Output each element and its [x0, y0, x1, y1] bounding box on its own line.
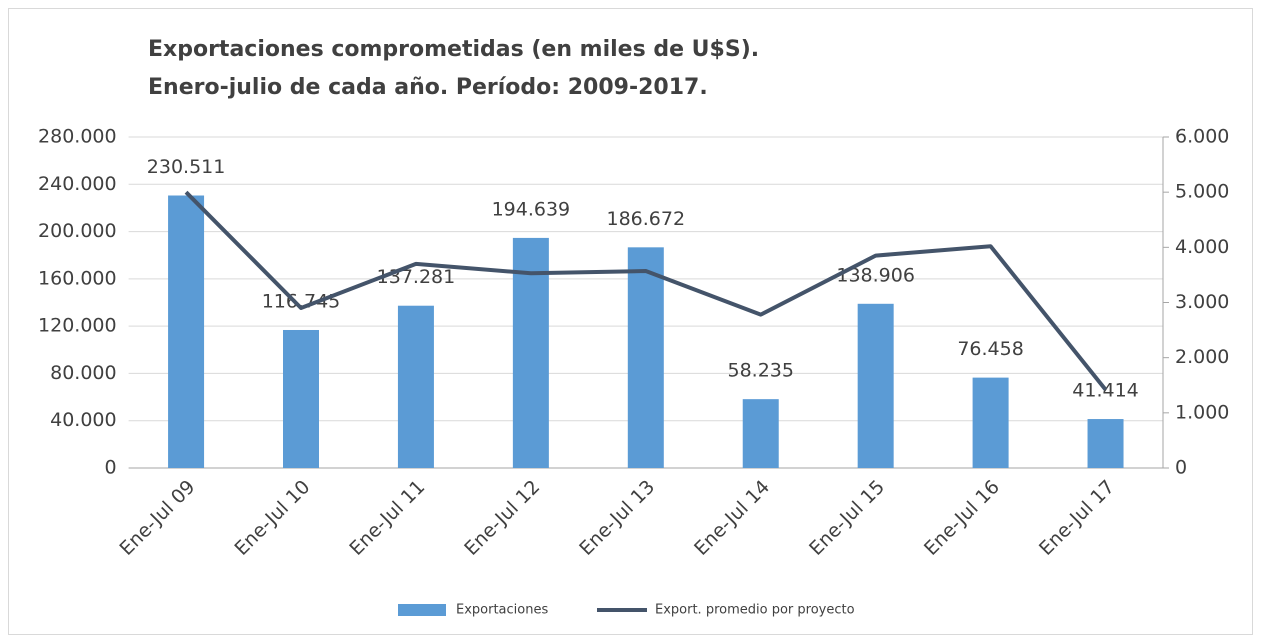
y-tick-label: 0 [105, 457, 117, 479]
y-tick-label: 40.000 [50, 409, 116, 431]
y-tick-label: 280.000 [38, 126, 117, 148]
line [184, 190, 1108, 391]
bar [857, 303, 894, 468]
y2-tick-label: 6.000 [1175, 126, 1229, 148]
bar [168, 195, 205, 469]
legend-swatch [398, 604, 446, 616]
y-tick-label: 120.000 [38, 315, 117, 337]
data-label: 138.906 [836, 264, 915, 286]
legend-label: Export. promedio por proyecto [655, 603, 855, 618]
y2-tick-label: 5.000 [1175, 181, 1229, 203]
y2-tick-label: 1.000 [1175, 401, 1229, 423]
bar [512, 237, 549, 468]
data-label: 76.458 [957, 338, 1023, 360]
data-label: 137.281 [377, 266, 456, 288]
data-label: 194.639 [492, 198, 571, 220]
data-label: 58.235 [727, 360, 793, 382]
bar [397, 305, 434, 468]
data-label: 41.414 [1072, 380, 1138, 402]
y-tick-label: 240.000 [38, 173, 117, 195]
data-label: 116.745 [262, 290, 341, 312]
chart-title: Exportaciones comprometidas (en miles de… [148, 37, 759, 62]
y-tick-label: 80.000 [50, 362, 116, 384]
bar [283, 329, 319, 468]
data-label: 186.672 [607, 208, 686, 230]
bar [742, 399, 779, 468]
y-tick-label: 200.000 [38, 220, 117, 242]
y2-tick-label: 0 [1175, 457, 1187, 479]
y2-tick-label: 3.000 [1175, 291, 1229, 313]
data-label: 230.511 [147, 156, 226, 178]
bar [972, 377, 1009, 468]
legend-label: Exportaciones [456, 603, 548, 618]
y2-tick-label: 4.000 [1175, 236, 1229, 258]
bar [627, 247, 664, 468]
bar [1087, 419, 1124, 468]
chart-title: Enero-julio de cada año. Período: 2009-2… [148, 75, 708, 100]
y-tick-label: 160.000 [38, 267, 117, 289]
y2-tick-label: 2.000 [1175, 346, 1229, 368]
